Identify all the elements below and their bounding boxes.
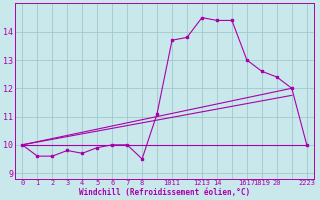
X-axis label: Windchill (Refroidissement éolien,°C): Windchill (Refroidissement éolien,°C) [79,188,250,197]
